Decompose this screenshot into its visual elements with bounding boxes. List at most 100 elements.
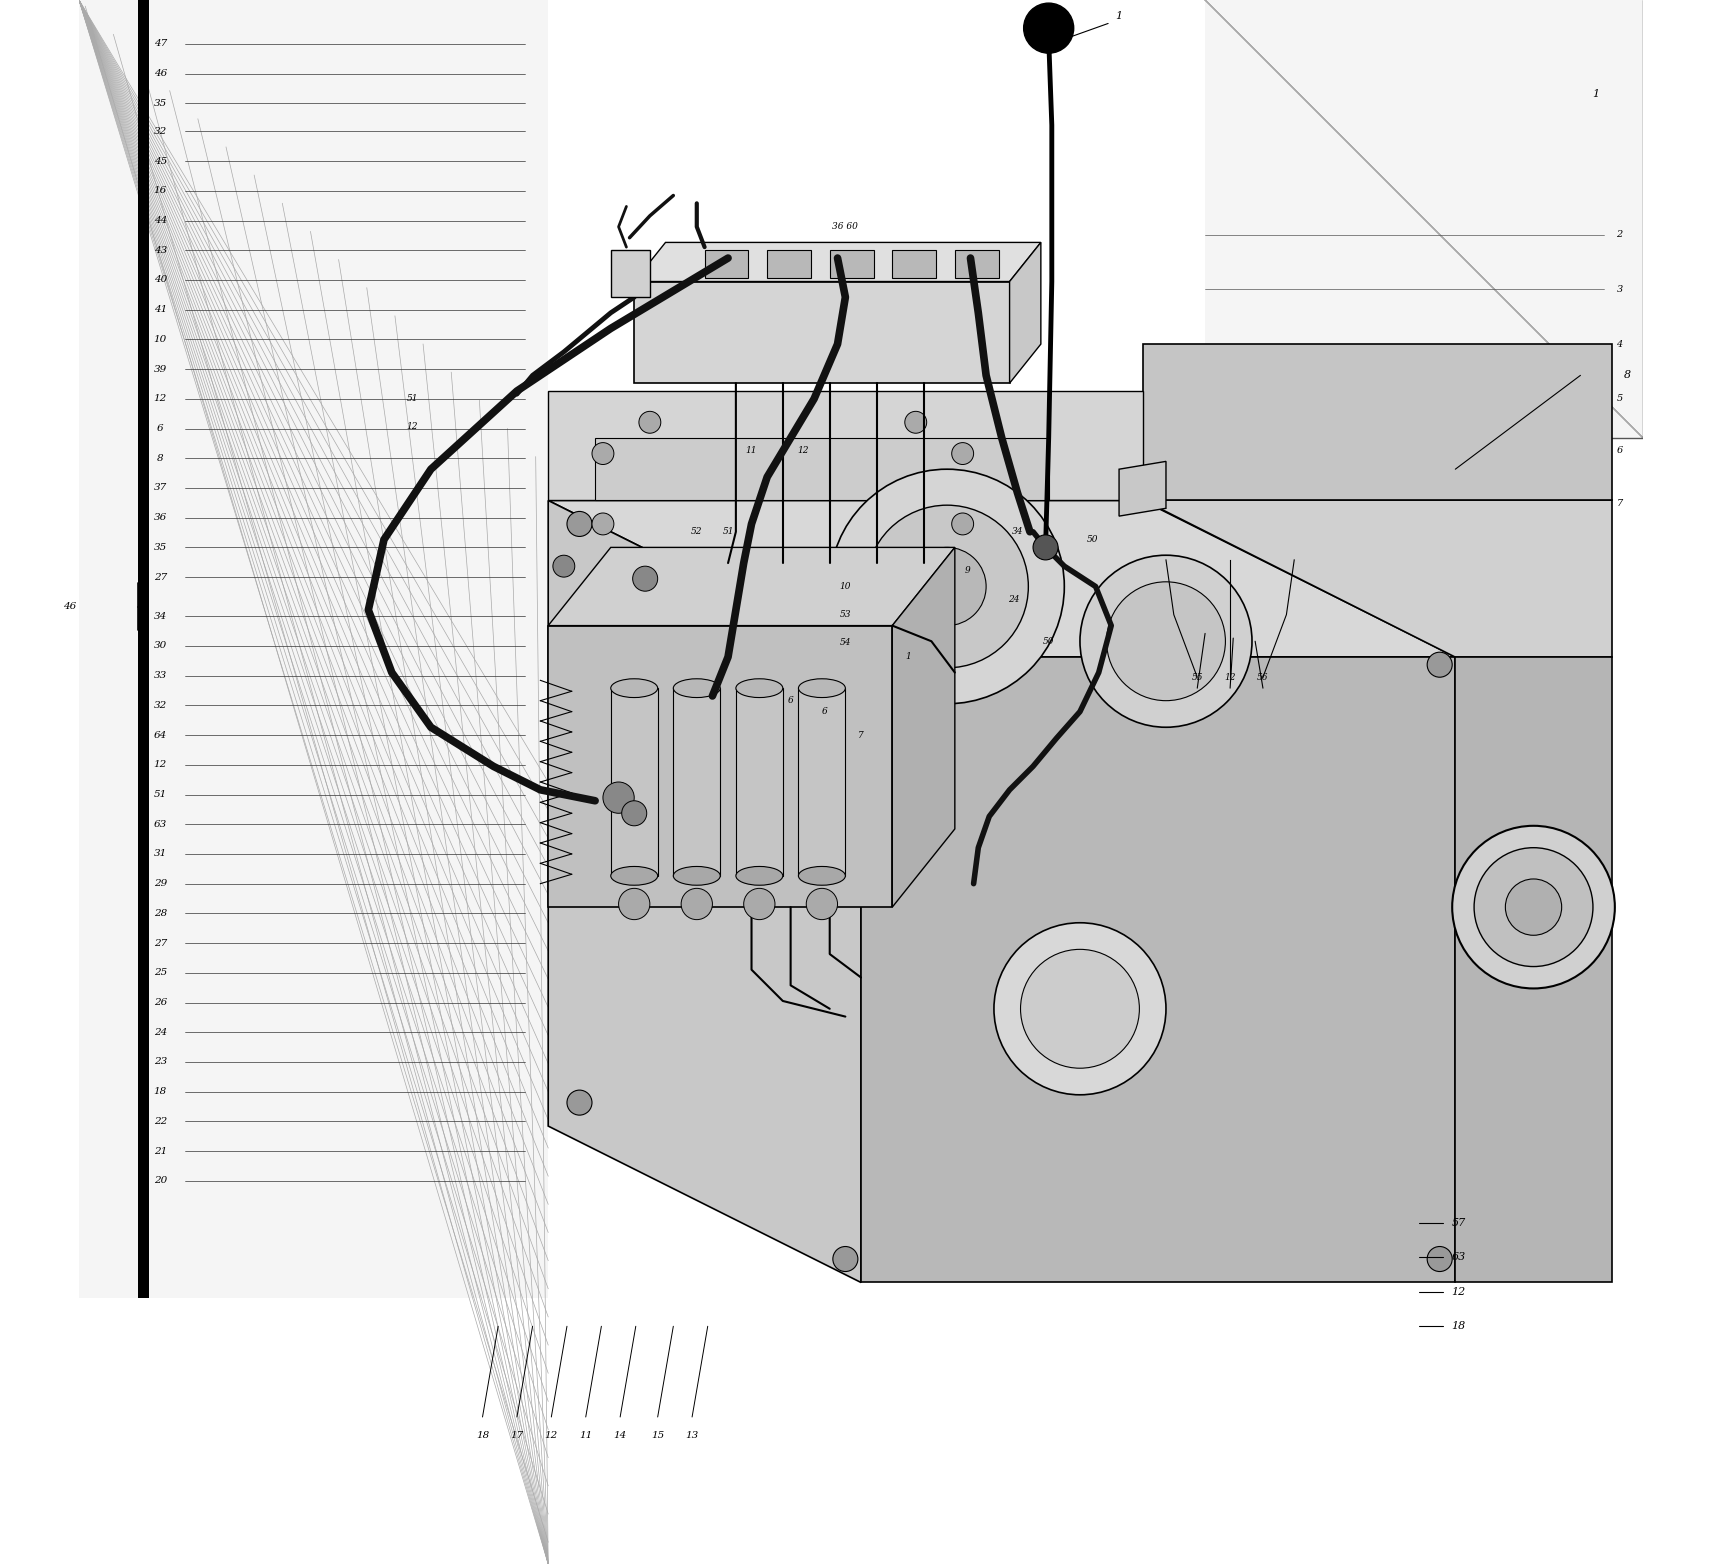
- Text: 10: 10: [153, 335, 167, 344]
- Text: 57: 57: [1452, 1218, 1465, 1228]
- Text: 26: 26: [153, 998, 167, 1007]
- Text: 12: 12: [153, 394, 167, 404]
- Text: 31: 31: [153, 849, 167, 859]
- Text: 20: 20: [153, 1176, 167, 1186]
- Text: 12: 12: [406, 422, 418, 432]
- Text: 7: 7: [1617, 499, 1622, 508]
- Circle shape: [833, 652, 858, 677]
- Circle shape: [618, 888, 649, 920]
- Circle shape: [904, 411, 926, 433]
- Polygon shape: [596, 438, 1049, 500]
- Text: 46: 46: [64, 602, 76, 612]
- Text: 54: 54: [840, 638, 851, 647]
- Text: 64: 64: [153, 730, 167, 740]
- Polygon shape: [1142, 500, 1612, 657]
- Text: 33: 33: [153, 671, 167, 680]
- Text: 24: 24: [1009, 594, 1019, 604]
- Circle shape: [952, 513, 973, 535]
- Circle shape: [639, 411, 661, 433]
- Text: 8: 8: [1624, 371, 1631, 380]
- Text: 16: 16: [153, 186, 167, 196]
- Polygon shape: [892, 547, 954, 907]
- Circle shape: [1080, 555, 1252, 727]
- Text: 8: 8: [157, 454, 164, 463]
- Text: 51: 51: [153, 790, 167, 799]
- Bar: [954, 250, 999, 278]
- Text: 12: 12: [153, 760, 167, 769]
- Text: 27: 27: [153, 938, 167, 948]
- Polygon shape: [634, 282, 1009, 383]
- Text: 18: 18: [1452, 1322, 1465, 1331]
- Circle shape: [603, 782, 634, 813]
- Circle shape: [830, 469, 1064, 704]
- Circle shape: [1474, 848, 1593, 967]
- Bar: [138, 0, 150, 1298]
- Polygon shape: [548, 500, 861, 1282]
- Ellipse shape: [799, 679, 846, 698]
- Text: 12: 12: [544, 1431, 558, 1440]
- Polygon shape: [1119, 461, 1166, 516]
- Ellipse shape: [611, 866, 658, 885]
- Text: 35: 35: [153, 99, 167, 108]
- Text: 1: 1: [1593, 89, 1600, 99]
- Circle shape: [1428, 1247, 1452, 1272]
- Text: 41: 41: [153, 305, 167, 314]
- Text: 11: 11: [746, 446, 758, 455]
- Text: 13: 13: [685, 1431, 699, 1440]
- Polygon shape: [548, 391, 1142, 500]
- Polygon shape: [1205, 0, 1643, 438]
- Polygon shape: [611, 250, 649, 297]
- Bar: [799, 688, 846, 876]
- Polygon shape: [548, 547, 954, 626]
- Text: 1: 1: [906, 652, 911, 662]
- Text: 23: 23: [153, 1057, 167, 1067]
- Polygon shape: [548, 626, 892, 907]
- Ellipse shape: [673, 679, 720, 698]
- Text: 45: 45: [153, 156, 167, 166]
- Circle shape: [622, 801, 647, 826]
- Text: 15: 15: [651, 1431, 665, 1440]
- Text: 18: 18: [153, 1087, 167, 1096]
- Circle shape: [592, 443, 613, 465]
- Circle shape: [744, 888, 775, 920]
- Text: 18: 18: [475, 1431, 489, 1440]
- Text: 1: 1: [1116, 11, 1123, 20]
- Text: 3: 3: [1617, 285, 1622, 294]
- Circle shape: [866, 505, 1028, 668]
- Polygon shape: [548, 500, 1455, 657]
- Circle shape: [1021, 949, 1140, 1068]
- Text: 12: 12: [1224, 673, 1236, 682]
- Circle shape: [1107, 582, 1226, 701]
- Text: 35: 35: [153, 543, 167, 552]
- Text: 22: 22: [153, 1117, 167, 1126]
- Text: 51: 51: [722, 527, 734, 536]
- Text: 34: 34: [1011, 527, 1023, 536]
- Bar: [611, 688, 658, 876]
- Text: 40: 40: [153, 275, 167, 285]
- Text: 63: 63: [153, 820, 167, 829]
- Text: 6: 6: [821, 707, 828, 716]
- Text: 51: 51: [406, 394, 418, 404]
- Text: 52: 52: [691, 527, 703, 536]
- Polygon shape: [1009, 242, 1040, 383]
- Ellipse shape: [799, 866, 846, 885]
- Text: 29: 29: [153, 879, 167, 888]
- Circle shape: [567, 1090, 592, 1115]
- Circle shape: [994, 923, 1166, 1095]
- Text: 5: 5: [1617, 394, 1622, 404]
- Text: 50: 50: [1087, 535, 1099, 544]
- Circle shape: [1452, 826, 1615, 988]
- Text: 11: 11: [579, 1431, 592, 1440]
- Ellipse shape: [735, 866, 784, 885]
- Bar: [704, 250, 749, 278]
- Bar: [892, 250, 937, 278]
- Text: 6: 6: [157, 424, 164, 433]
- Text: 17: 17: [510, 1431, 523, 1440]
- Ellipse shape: [611, 679, 658, 698]
- Circle shape: [1428, 652, 1452, 677]
- Text: 6: 6: [787, 696, 794, 705]
- Ellipse shape: [673, 866, 720, 885]
- Polygon shape: [861, 657, 1455, 1282]
- Text: 55: 55: [1192, 673, 1204, 682]
- Text: 44: 44: [153, 216, 167, 225]
